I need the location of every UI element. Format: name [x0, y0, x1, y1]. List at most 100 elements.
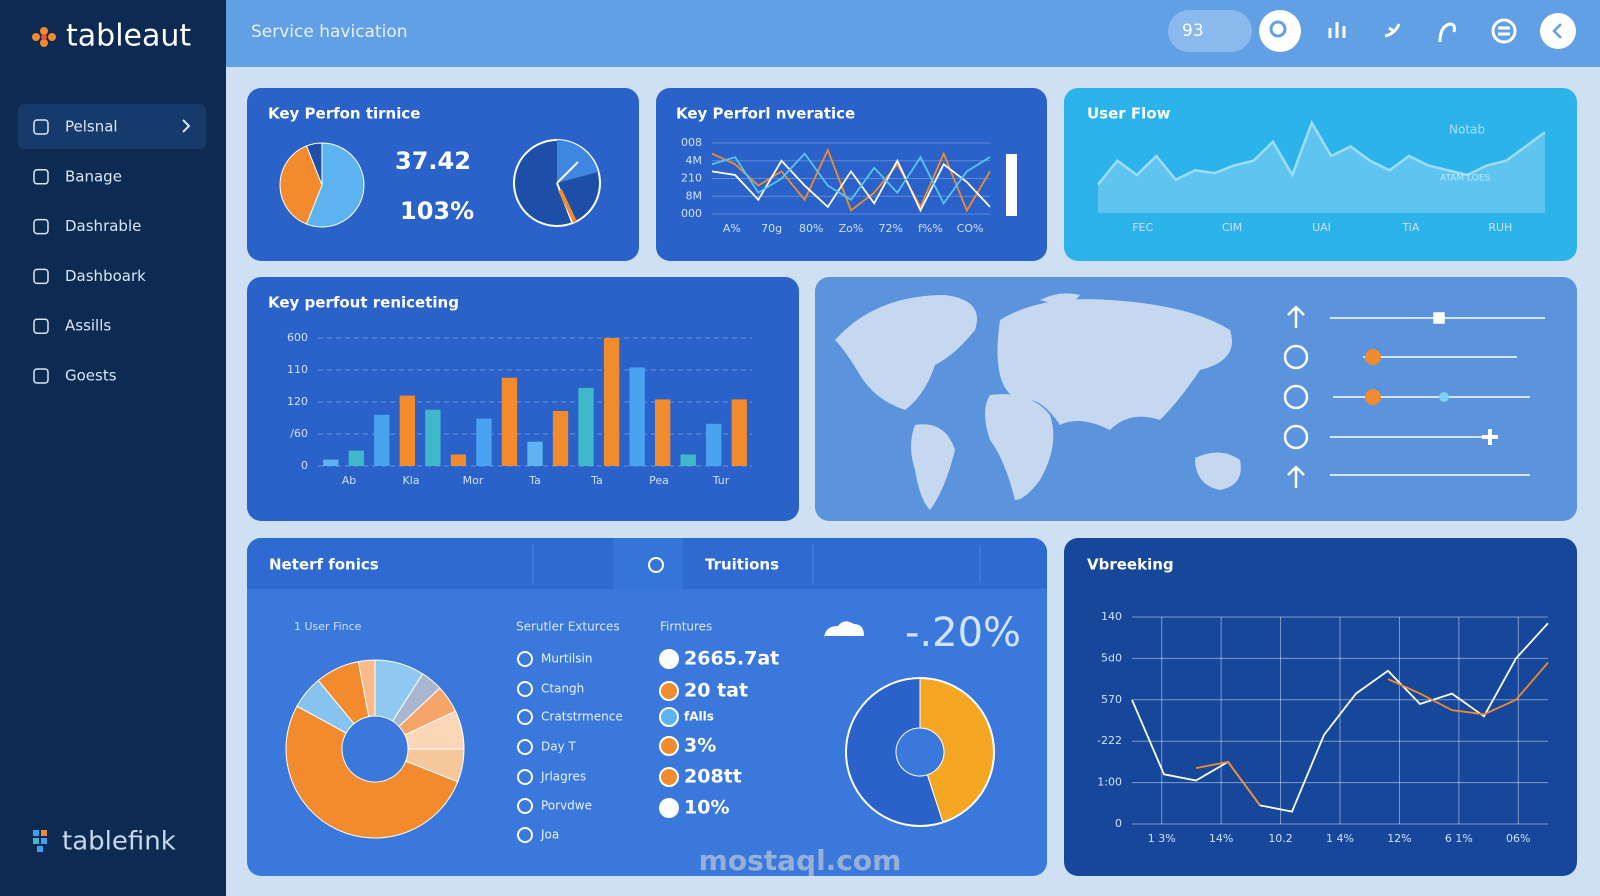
nav-icon [33, 169, 49, 185]
icon-hook[interactable] [1438, 22, 1456, 43]
x-tick-label: 06% [1506, 832, 1530, 845]
bar [348, 450, 364, 466]
tab[interactable]: Neterf fonics [269, 556, 379, 574]
x-tick-label: FEC [1132, 221, 1153, 234]
chart-title: Key perfout reniceting [268, 294, 459, 312]
x-tick-label: RUH [1488, 221, 1512, 234]
y-tick-label: 008 [681, 136, 702, 149]
nav-icon [33, 318, 49, 334]
search-icon [1269, 20, 1287, 38]
ring [845, 677, 995, 827]
x-tick-label: 80% [799, 222, 823, 235]
area [1098, 122, 1545, 213]
annotation: 37.42 [395, 147, 471, 175]
chart-title: Key Perforl nveratice [676, 105, 855, 123]
x-tick-label: 1 4% [1326, 832, 1354, 845]
bar [450, 454, 467, 466]
legend-item: Cratstrmence [541, 710, 623, 724]
legend-icon [517, 681, 533, 697]
footer-logo: tablefink [62, 827, 176, 857]
slice [279, 145, 323, 225]
feature-icon [659, 649, 679, 669]
panel-f-lists: Murtilsin Ctangh Cratstrmence Day T Jrlagres… [517, 648, 779, 843]
legend-item: Day T [541, 740, 577, 754]
sidebar [0, 0, 226, 896]
line [711, 152, 991, 206]
slider-handle[interactable] [1482, 429, 1498, 445]
feature-icon [659, 736, 679, 756]
icon-bird[interactable] [1384, 23, 1401, 38]
x-tick-label: 70g [761, 222, 782, 235]
x-tick-label: 14% [1209, 832, 1233, 845]
logo-icon [32, 27, 56, 47]
y-tick-label: 0 [301, 459, 308, 472]
bar [680, 454, 696, 466]
y-tick-label: 4M [686, 154, 703, 167]
y-tick-label: 210 [681, 172, 702, 185]
chart-label: Notab [1449, 123, 1485, 137]
bar [501, 377, 518, 466]
sliders [1283, 305, 1545, 488]
slider-handle[interactable] [1365, 349, 1381, 365]
legend-icon [517, 739, 533, 755]
gauge-needle [558, 189, 577, 223]
nav-icon [33, 218, 49, 235]
icon-bars[interactable] [1328, 22, 1346, 38]
nav-item[interactable]: Banage [65, 167, 122, 185]
tab[interactable]: Truitions [705, 556, 779, 574]
line [1131, 622, 1549, 813]
scroll-bar[interactable] [1006, 154, 1017, 216]
feature-item: fAlls [684, 710, 714, 724]
nav-item[interactable]: Dashboark [65, 267, 146, 285]
badge-text: 93 [1182, 21, 1204, 41]
x-tick-label: Ta [590, 474, 603, 487]
line [1097, 119, 1546, 186]
nav-icon [33, 119, 49, 135]
legend-item: Joa [540, 828, 559, 842]
nav-icon [33, 268, 49, 285]
y-tick-label: 120 [287, 395, 308, 408]
feature-item: 3% [684, 735, 716, 757]
tab-icon-box[interactable] [613, 538, 683, 589]
icon-menu[interactable] [1491, 18, 1517, 44]
x-tick-label: TiA [1401, 221, 1419, 234]
legend-icon [517, 709, 533, 725]
x-tick-label: Tur [712, 474, 730, 487]
y-tick-label: 600 [287, 331, 308, 344]
nav-item[interactable]: Dashrable [65, 217, 141, 235]
header [226, 0, 1600, 67]
cloud-icon [824, 621, 864, 640]
y-tick-label: 000 [681, 207, 702, 220]
chart-title: User Flow [1087, 105, 1171, 123]
slider-handle[interactable] [1433, 312, 1445, 324]
tab-icon [648, 557, 664, 573]
feature-item: 20 tat [684, 680, 748, 702]
feature-icon [659, 681, 679, 701]
feature-item: 2665.7at [684, 648, 779, 670]
nav-item[interactable]: Pelsnal [65, 118, 118, 136]
legend-icon [517, 651, 533, 667]
slice [357, 659, 376, 718]
nav-active[interactable] [18, 104, 206, 149]
slice [305, 142, 365, 228]
legend-item: Porvdwe [541, 799, 592, 813]
search-button[interactable] [1259, 10, 1301, 52]
x-tick-label: Mor [463, 474, 484, 487]
x-tick-label: Kla [402, 474, 419, 487]
x-tick-label: f%% [918, 222, 943, 235]
back-button[interactable] [1540, 13, 1576, 49]
badge[interactable] [1168, 10, 1252, 52]
x-tick-label: UAI [1312, 221, 1331, 234]
slider-handle[interactable] [1365, 389, 1381, 405]
bar [731, 399, 747, 466]
nav-item[interactable]: Assills [65, 317, 111, 335]
watermark: mostaql.com [699, 844, 902, 877]
x-tick-label: CIM [1222, 221, 1242, 234]
slider-handle[interactable] [1439, 392, 1449, 402]
bar [527, 441, 543, 466]
nav-list: Pelsnal Banage Dashrable Dashboark Assills Go… [33, 118, 146, 385]
legend-icon [517, 827, 533, 843]
nav-item[interactable]: Goests [65, 367, 117, 385]
x-tick-label: Ab [342, 474, 357, 487]
